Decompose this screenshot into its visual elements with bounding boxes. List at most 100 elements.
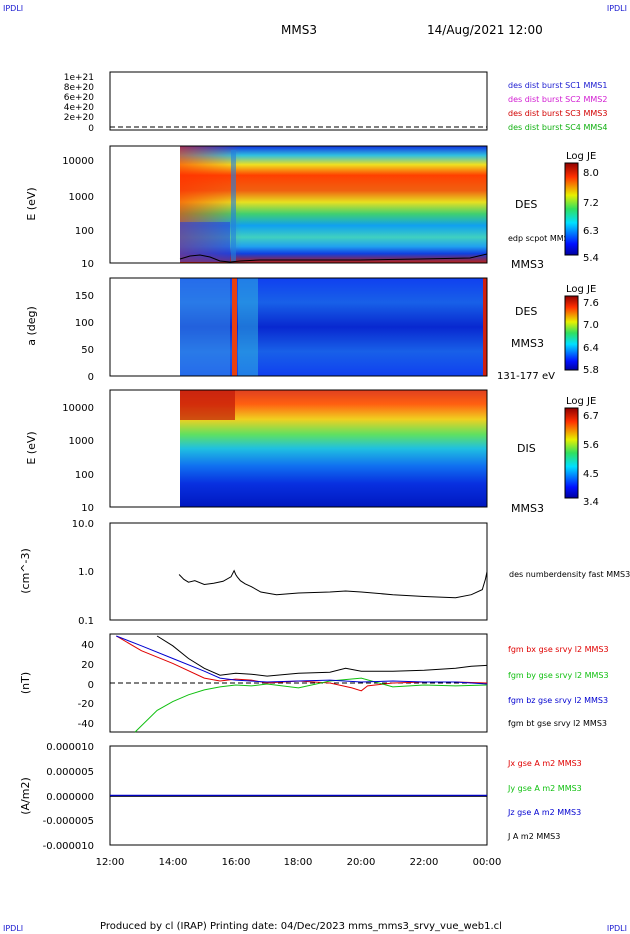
des-e-ylabel: E (eV) <box>25 187 38 220</box>
des-e-cb-tick-1: 7.2 <box>583 198 599 209</box>
des-p-ytick-1: 100 <box>75 318 94 329</box>
fgm-ytick-1: 20 <box>81 660 94 671</box>
des-e-cb-tick-3: 5.4 <box>583 253 599 264</box>
xtick-5: 22:00 <box>410 857 439 868</box>
dis-e-label-dis: DIS <box>517 442 536 455</box>
burst-ytick-5: 0 <box>88 124 94 134</box>
footer-text: Produced by cl (IRAP) Printing date: 04/… <box>100 921 502 932</box>
burst-ytick-3: 4e+20 <box>64 103 95 113</box>
cur-legend-jx: Jx gse A m2 MMS3 <box>507 759 582 768</box>
fgm-panel: 40 20 0 -20 -40 (nT) fgm bx gse srvy l2 … <box>19 633 609 733</box>
legend-sc3: des dist burst SC3 MMS3 <box>508 109 607 118</box>
dens-ytick-1: 1.0 <box>78 567 94 578</box>
des-p-cb-tick-1: 7.0 <box>583 320 599 331</box>
des-e-label-mms3: MMS3 <box>511 258 544 271</box>
dis-e-ytick-1: 1000 <box>69 436 94 447</box>
des-p-label-mms3: MMS3 <box>511 337 544 350</box>
cur-ytick-4: -0.000010 <box>43 841 94 852</box>
cur-ytick-1: 0.000005 <box>46 767 94 778</box>
dis-e-ytick-3: 10 <box>81 503 94 514</box>
dens-ytick-0: 10.0 <box>72 519 94 530</box>
dis-energy-panel: 10000 1000 100 10 E (eV) DIS MMS3 Log JE… <box>25 389 599 515</box>
cur-ytick-0: 0.000010 <box>46 742 94 753</box>
dis-e-label-mms3: MMS3 <box>511 502 544 515</box>
corner-label-bottom-left: IPDLI <box>3 924 24 933</box>
des-e-cb-tick-2: 6.3 <box>583 226 599 237</box>
xtick-6: 00:00 <box>473 857 502 868</box>
des-p-ytick-0: 150 <box>75 291 94 302</box>
des-e-label-scpot: edp scpot MMS3 <box>508 234 574 243</box>
dis-e-cb-title: Log JE <box>566 396 596 407</box>
cur-ytick-2: 0.000000 <box>46 792 94 803</box>
current-panel: 0.000010 0.000005 0.000000 -0.000005 -0.… <box>19 742 582 852</box>
des-p-ytick-2: 50 <box>81 345 94 356</box>
des-p-cb-tick-2: 6.4 <box>583 343 599 354</box>
des-e-ytick-3: 10 <box>81 259 94 270</box>
cur-legend-jy: Jy gse A m2 MMS3 <box>507 784 582 793</box>
corner-label-bottom-right: IPDLI <box>606 924 627 933</box>
des-e-cb-tick-0: 8.0 <box>583 168 599 179</box>
dens-legend: des numberdensity fast MMS3 <box>509 570 630 579</box>
des-e-ytick-0: 10000 <box>62 156 94 167</box>
legend-sc2: des dist burst SC2 MMS2 <box>508 95 607 104</box>
dis-e-ytick-0: 10000 <box>62 403 94 414</box>
fgm-legend-bt: fgm bt gse srvy l2 MMS3 <box>508 719 607 728</box>
xtick-1: 14:00 <box>159 857 188 868</box>
des-p-cb-tick-3: 5.8 <box>583 365 599 376</box>
legend-sc1: des dist burst SC1 MMS1 <box>508 81 607 90</box>
date-title: 14/Aug/2021 12:00 <box>427 23 543 37</box>
burst-ytick-2: 6e+20 <box>64 93 95 103</box>
fgm-ytick-2: 0 <box>88 680 94 691</box>
fgm-bz-line <box>116 635 488 685</box>
fgm-bt-line <box>156 635 488 677</box>
density-series-line <box>178 569 488 599</box>
fgm-legend-bz: fgm bz gse srvy l2 MMS3 <box>508 696 608 705</box>
des-e-ytick-2: 100 <box>75 226 94 237</box>
dens-ytick-2: 0.1 <box>78 616 94 627</box>
xtick-2: 16:00 <box>222 857 251 868</box>
cur-ytick-3: -0.000005 <box>43 816 94 827</box>
xtick-0: 12:00 <box>96 857 125 868</box>
des-e-colorbar <box>564 162 579 256</box>
fgm-legend-by: fgm by gse srvy l2 MMS3 <box>508 671 609 680</box>
des-p-colorbar <box>564 295 579 371</box>
des-p-label-energy: 131-177 eV <box>497 371 555 382</box>
fgm-by-line <box>134 677 488 733</box>
dens-ylabel: (cm^-3) <box>19 548 32 594</box>
scpot-line <box>179 253 488 263</box>
des-pitch-panel: 150 100 50 0 a (deg) DES MMS3 131-177 eV… <box>25 277 599 383</box>
spacecraft-title: MMS3 <box>281 23 317 37</box>
dis-e-cb-tick-2: 4.5 <box>583 469 599 480</box>
cur-legend-j: J A m2 MMS3 <box>507 832 560 841</box>
des-e-label-des: DES <box>515 198 537 211</box>
xtick-3: 18:00 <box>284 857 313 868</box>
des-p-ytick-3: 0 <box>88 372 94 383</box>
time-axis: 12:00 14:00 16:00 18:00 20:00 22:00 00:0… <box>96 857 502 868</box>
corner-label-top-left: IPDLI <box>3 4 24 13</box>
dis-e-ylabel: E (eV) <box>25 431 38 464</box>
legend-sc4: des dist burst SC4 MMS4 <box>508 123 607 132</box>
corner-label-top-right: IPDLI <box>606 4 627 13</box>
des-e-ytick-1: 1000 <box>69 192 94 203</box>
des-p-label-des: DES <box>515 305 537 318</box>
fgm-ylabel: (nT) <box>19 672 32 694</box>
cur-legend-jz: Jz gse A m2 MMS3 <box>507 808 581 817</box>
dis-e-cb-tick-3: 3.4 <box>583 497 599 508</box>
dis-e-colorbar <box>564 407 579 499</box>
density-panel: 10.0 1.0 0.1 (cm^-3) des numberdensity f… <box>19 519 630 627</box>
dis-e-cb-tick-1: 5.6 <box>583 440 599 451</box>
burst-ytick-4: 2e+20 <box>64 113 95 123</box>
des-e-cb-title: Log JE <box>566 151 596 162</box>
burst-ytick-0: 1e+21 <box>64 73 94 83</box>
des-p-cb-tick-0: 7.6 <box>583 298 599 309</box>
des-energy-panel: 10000 1000 100 10 E (eV) DES edp scpot M… <box>25 145 599 271</box>
fgm-ytick-3: -20 <box>78 699 94 710</box>
des-p-cb-title: Log JE <box>566 284 596 295</box>
fgm-legend-bx: fgm bx gse srvy l2 MMS3 <box>508 645 609 654</box>
cur-ylabel: (A/m2) <box>19 777 32 815</box>
burst-panel: 1e+21 8e+20 6e+20 4e+20 2e+20 0 des dist… <box>64 71 607 134</box>
des-p-ylabel: a (deg) <box>25 306 38 346</box>
dis-e-cb-tick-0: 6.7 <box>583 411 599 422</box>
fgm-ytick-4: -40 <box>78 719 94 730</box>
